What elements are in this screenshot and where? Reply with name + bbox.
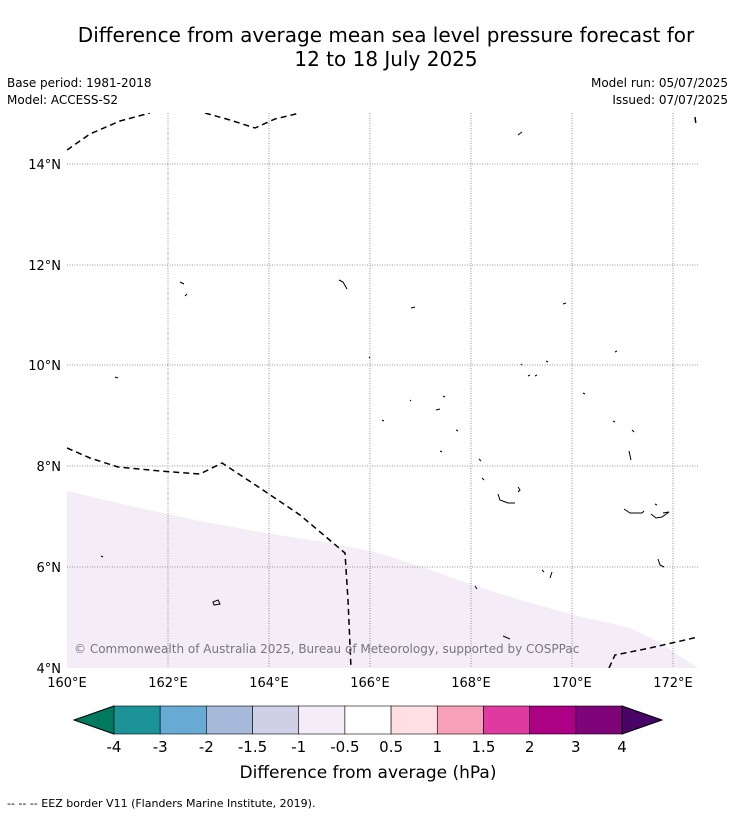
colorbar-tick-label: -0.5 [330, 738, 359, 756]
colorbar-title: Difference from average (hPa) [240, 763, 497, 783]
colorbar-tick-label: 3 [571, 738, 581, 756]
lon-label-172e: 172°E [653, 676, 693, 691]
colorbar-bin [529, 705, 577, 735]
copyright-notice: © Commonwealth of Australia 2025, Bureau… [74, 642, 579, 656]
map-title: Difference from average mean sea level p… [36, 23, 736, 71]
lat-label-10n: 10°N [28, 359, 61, 374]
base-period: Base period: 1981-2018 [7, 76, 152, 90]
lat-label-14n: 14°N [28, 158, 61, 173]
colorbar-tick-label: -2 [199, 738, 214, 756]
colorbar-bin [483, 705, 530, 735]
lat-label-4n: 4°N [37, 662, 62, 677]
lon-label-160e: 160°E [47, 676, 87, 691]
colorbar-tick-label: -1.5 [238, 738, 267, 756]
lat-label-8n: 8°N [37, 460, 62, 475]
lon-label-162e: 162°E [148, 676, 188, 691]
colorbar-bin [159, 705, 207, 735]
colorbar: -4 -3 -2 -1.5 -1 -0.5 0.5 1 1.5 2 3 4 [72, 705, 664, 756]
colorbar-tick-label: 4 [617, 738, 627, 756]
lon-labels: 160°E 162°E 164°E 166°E 168°E 170°E 172°… [47, 676, 693, 691]
colorbar-bin [436, 705, 484, 735]
colorbar-tick-label: 2 [525, 738, 535, 756]
colorbar-tick-label: -1 [291, 738, 306, 756]
colorbar-tick-label: -3 [153, 738, 168, 756]
model-run-date: Model run: 05/07/2025 [590, 76, 728, 90]
colorbar-bin [298, 705, 346, 735]
lon-gridlines [167, 113, 674, 668]
colorbar-bin [390, 705, 438, 735]
lon-label-170e: 170°E [552, 676, 592, 691]
lon-label-166e: 166°E [350, 676, 390, 691]
issued-date: Issued: 07/07/2025 [612, 93, 728, 107]
lon-label-164e: 164°E [249, 676, 289, 691]
colorbar-bin [206, 705, 253, 735]
colorbar-bin [252, 705, 300, 735]
eez-legend-note: -- -- -- EEZ border V11 (Flanders Marine… [7, 797, 316, 810]
colorbar-tick-label: 1.5 [472, 738, 496, 756]
lat-gridlines [67, 163, 698, 568]
model-name: Model: ACCESS-S2 [7, 93, 119, 107]
island-outlines [100, 131, 670, 640]
colorbar-bin [344, 705, 392, 735]
title-line-2: 12 to 18 July 2025 [294, 47, 478, 71]
colorbar-extend-min [72, 705, 115, 735]
colorbar-tick-label: 0.5 [379, 738, 403, 756]
lon-label-168e: 168°E [451, 676, 491, 691]
lat-labels: 14°N 12°N 10°N 8°N 6°N 4°N [28, 158, 61, 677]
colorbar-tick-label: -4 [107, 738, 122, 756]
eez-borders [67, 113, 698, 668]
colorbar-extend-max [621, 705, 664, 735]
colorbar-bin [575, 705, 623, 735]
colorbar-tick-label: 1 [432, 738, 442, 756]
anomaly-shading [67, 491, 698, 668]
colorbar-bin [113, 705, 161, 735]
title-line-1: Difference from average mean sea level p… [77, 23, 695, 47]
lat-label-12n: 12°N [28, 259, 61, 274]
lat-label-6n: 6°N [37, 561, 62, 576]
